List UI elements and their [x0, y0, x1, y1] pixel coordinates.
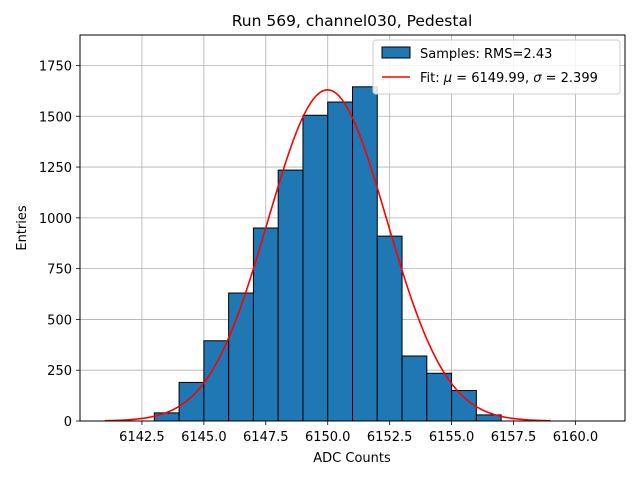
fit-curve-line — [104, 89, 551, 422]
x-axis-ticks: 6142.5 6145.0 6147.5 6150.0 6152.5 6155.0 6157… — [119, 421, 598, 445]
legend: Samples: RMS=2.43 Fit: μ = 6149.99, σ = … — [372, 39, 621, 95]
histogram-bar — [451, 390, 477, 422]
y-tick-label: 750 — [47, 263, 72, 278]
x-tick-label: 6152.5 — [367, 430, 413, 445]
y-axis-label: Entries — [15, 205, 30, 251]
legend-histogram-label: Samples: RMS=2.43 — [420, 47, 552, 62]
chart-title: Run 569, channel030, Pedestal — [232, 12, 473, 30]
legend-fit-label: Fit: μ = 6149.99, σ = 2.399 — [420, 71, 598, 86]
x-tick-label: 6157.5 — [491, 430, 537, 445]
histogram-bar — [376, 235, 403, 422]
plot-frame — [79, 34, 626, 422]
x-tick-label: 6147.5 — [243, 430, 289, 445]
x-tick-label: 6150.0 — [305, 430, 351, 445]
y-tick-label: 250 — [47, 364, 72, 379]
y-tick-label: 0 — [64, 415, 72, 430]
histogram-bar — [228, 292, 254, 422]
histogram-bar — [327, 101, 353, 422]
y-tick-label: 1500 — [39, 110, 72, 125]
histogram-bar — [277, 169, 304, 422]
y-tick-label: 1000 — [39, 212, 72, 227]
y-axis-ticks: 0 250 500 750 1000 1250 1500 1750 — [39, 59, 80, 430]
x-tick-label: 6155.0 — [429, 430, 475, 445]
histogram-bar — [203, 340, 230, 422]
histogram-bar — [352, 86, 378, 422]
y-tick-label: 500 — [47, 313, 72, 328]
y-tick-label: 1750 — [39, 59, 72, 74]
histogram-bar — [426, 372, 453, 422]
histogram-bars — [153, 86, 502, 422]
histogram-bar — [153, 412, 180, 422]
histogram-bar — [302, 114, 329, 422]
fit-curve-group — [104, 89, 551, 422]
y-tick-label: 1250 — [39, 161, 72, 176]
x-tick-label: 6145.0 — [181, 430, 227, 445]
x-tick-label: 6160.0 — [553, 430, 599, 445]
histogram-bar — [401, 355, 428, 422]
x-tick-label: 6142.5 — [119, 430, 165, 445]
legend-box — [372, 39, 621, 95]
x-axis-label: ADC Counts — [313, 451, 391, 466]
legend-histogram-swatch — [381, 46, 411, 59]
